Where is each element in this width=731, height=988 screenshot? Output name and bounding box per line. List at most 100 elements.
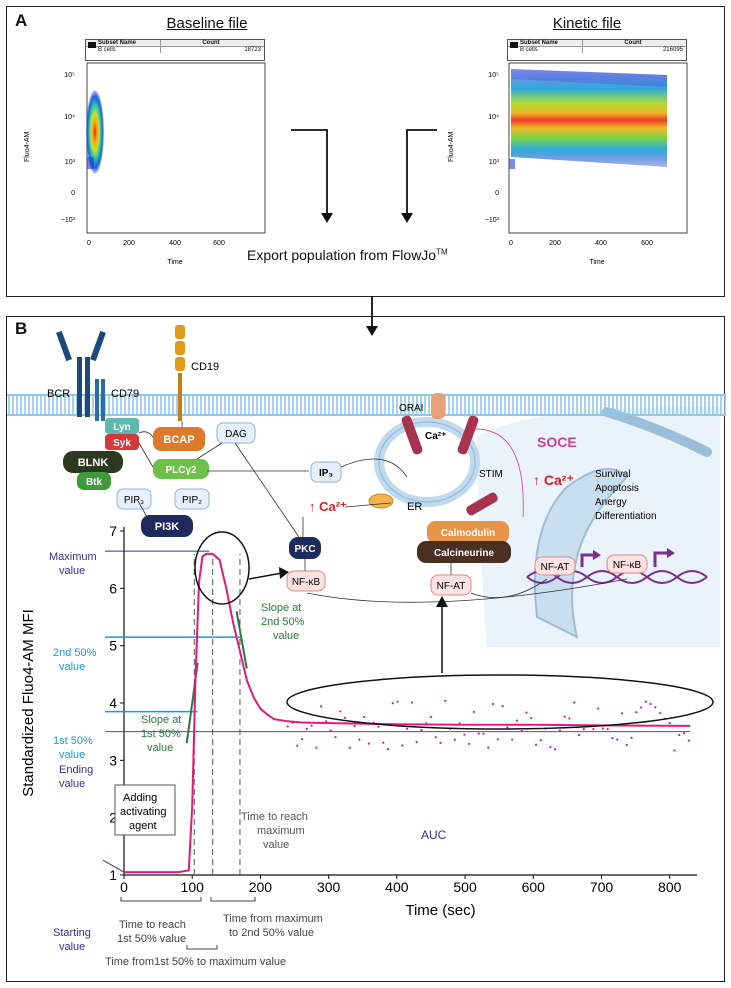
plcg2-node — [153, 459, 209, 479]
ending-value-label-1: Ending — [59, 764, 93, 776]
merge-arrows — [291, 129, 437, 215]
maximum-value-label-1: Maximum — [49, 551, 97, 563]
gate-row-name: B cells — [86, 47, 161, 53]
data-point — [673, 749, 676, 752]
data-point — [391, 702, 394, 705]
export-tm: TM — [436, 247, 448, 257]
data-point — [611, 737, 614, 740]
stim-label: STIM — [479, 469, 503, 480]
dna-strand — [526, 570, 708, 584]
data-point — [525, 711, 528, 714]
data-point — [463, 733, 466, 736]
data-point — [482, 732, 485, 735]
nfat-label: NF-AT — [437, 581, 466, 592]
nfkb-nuclear-label: NF-κB — [613, 560, 642, 571]
second-50-label-1: 2nd 50% — [53, 647, 97, 659]
data-point — [639, 706, 643, 709]
baseline-ytick-1e3: 10³ — [65, 159, 76, 166]
data-point — [405, 727, 409, 730]
data-point — [592, 727, 595, 731]
nfat-nuclear-label: NF-AT — [541, 562, 570, 573]
adding-agent-label-2: activating — [120, 806, 166, 818]
kinetic-ytick-1e3: 10³ — [489, 159, 500, 166]
baseline-ytick-neg: −10³ — [61, 217, 76, 224]
time-first-50-label-2: 1st 50% value — [117, 933, 186, 945]
slope-second-label-1: Slope at — [261, 602, 301, 614]
data-point — [320, 705, 323, 708]
data-point — [377, 725, 380, 728]
data-point — [606, 727, 609, 731]
data-point — [329, 729, 332, 732]
starting-value-label-1: Starting — [53, 927, 91, 939]
panel-b-figure: BCR CD79 CD19 Lyn Syk BLNK Btk BCAP DAG … — [7, 325, 726, 647]
lyn-node — [105, 418, 139, 434]
cd19-receptor — [175, 325, 185, 421]
ca-up-left-label: ↑ Ca²⁺ — [309, 499, 347, 514]
time-to-max-label-2: maximum — [257, 825, 305, 837]
data-point — [300, 738, 304, 741]
nfkb-nuclear-node — [606, 554, 648, 574]
bcap-label: BCAP — [163, 434, 194, 446]
time-max-to-second-label-1: Time from maximum — [223, 913, 323, 925]
arrow-head — [321, 213, 333, 223]
callout-arrow — [248, 572, 283, 580]
data-point — [539, 739, 542, 742]
maximum-value-label-2: value — [59, 565, 85, 577]
slope-first-label-2: 1st 50% — [141, 728, 181, 740]
gate-col-name: Subset Name — [86, 40, 161, 46]
syk-label: Syk — [113, 438, 131, 449]
arrow-head — [401, 213, 413, 223]
baseline-xtick-400: 400 — [169, 240, 181, 247]
data-point — [324, 720, 328, 723]
fluo-kinetic-chart: 0 100 200 300 400 500 600 700 800 1 2 3 4 5 6 7 Time (se… — [20, 523, 714, 968]
gate-swatch — [510, 42, 518, 48]
gate-col-count: Count — [624, 40, 642, 46]
baseline-xlabel: Time — [167, 259, 182, 266]
pkc-node — [289, 537, 321, 559]
pip3-node — [116, 488, 152, 510]
slope-first-label-1: Slope at — [141, 714, 181, 726]
soce-label: SOCE — [537, 434, 577, 450]
time-first-50-label-1: Time to reach — [119, 919, 186, 931]
pip2-label: PIP₂ — [182, 495, 202, 506]
cd79-label: CD79 — [111, 388, 139, 400]
calmodulin-label: Calmodulin — [441, 528, 495, 539]
baseline-xtick-0: 0 — [87, 240, 91, 247]
time-brackets — [120, 897, 256, 950]
x-tick-label: 100 — [181, 879, 205, 895]
ending-callout-oval — [286, 674, 714, 730]
data-point — [343, 716, 347, 719]
kinetic-plot: Fluo4-AM Time 10⁵ 10⁴ 10³ 0 −10³ 0 200 4… — [448, 62, 688, 266]
starting-value-label-2: value — [59, 941, 85, 953]
kinetic-xlabel: Time — [589, 259, 604, 266]
gate-row-count: 18723 — [244, 47, 261, 53]
arrow-head — [436, 596, 448, 607]
data-point — [501, 705, 504, 708]
outcome-anergy: Anergy — [595, 497, 627, 508]
x-tick-label: 500 — [453, 879, 477, 895]
data-point — [434, 736, 437, 739]
ip3-label: IP₃ — [319, 468, 333, 479]
slope-first-label-3: value — [147, 742, 173, 754]
data-point — [310, 724, 313, 727]
baseline-plot: Fluo4-AM Time 10⁵ 10⁴ 10³ 0 −10³ 0 200 4… — [24, 62, 266, 266]
btk-node — [77, 472, 111, 490]
slope-second-tangent — [235, 611, 248, 669]
data-point — [420, 729, 423, 732]
y-tick-label: 1 — [109, 867, 117, 883]
data-point — [577, 733, 581, 737]
data-point — [635, 711, 638, 714]
y-tick-label: 6 — [109, 580, 117, 596]
slope-second-label-3: value — [273, 630, 299, 642]
data-point — [530, 716, 533, 720]
stim-protein — [466, 492, 498, 516]
syk-node — [105, 434, 139, 450]
ip3-node — [310, 461, 342, 483]
kinetic-xtick-200: 200 — [549, 240, 561, 247]
auc-label: AUC — [421, 828, 447, 842]
blnk-label: BLNK — [78, 457, 109, 469]
flow-plots: Fluo4-AM Time 10⁵ 10⁴ 10³ 0 −10³ 0 200 4… — [24, 62, 688, 266]
baseline-xtick-200: 200 — [123, 240, 135, 247]
baseline-ytick-1e4: 10⁴ — [64, 114, 75, 121]
data-point — [520, 729, 523, 733]
